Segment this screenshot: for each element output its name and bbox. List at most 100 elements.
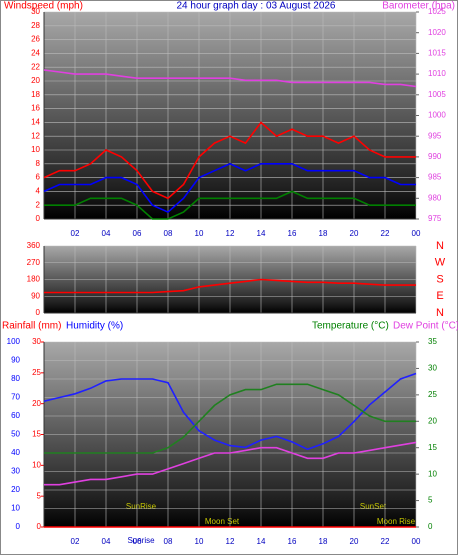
y2-tick-label: 975 [428, 214, 442, 223]
y-tick-label: 22 [31, 62, 40, 71]
series-line [44, 190, 416, 220]
y2-tick-label: 1025 [428, 7, 446, 16]
y-tick-label: 8 [36, 159, 41, 168]
y-tick-label: 4 [36, 187, 41, 196]
y-tick-label: 20 [31, 76, 40, 85]
y-tick-label: 360 [27, 241, 41, 250]
y-tick-label: 10 [31, 145, 40, 154]
annotation: Moon Rise [377, 517, 416, 526]
y-tick-label: 0 [36, 308, 41, 317]
direction-label: N [436, 240, 444, 252]
y2-tick-label: 990 [428, 152, 442, 161]
y-tick-label: 270 [27, 258, 41, 267]
y-tick-label: 40 [11, 448, 20, 457]
y-tick-label: 16 [31, 104, 40, 113]
y-tick-label: 70 [11, 393, 20, 402]
y2-tick-label: 20 [428, 416, 437, 425]
y-tick-label: 50 [11, 430, 20, 439]
series-line [43, 162, 416, 214]
y3-tick-label: 5 [37, 491, 42, 500]
y-tick-label: 28 [31, 21, 40, 30]
y3-tick-label: 30 [32, 337, 41, 346]
annotation: SunSet [360, 502, 387, 511]
x-annotation: Sunrise [127, 536, 155, 545]
y-tick-label: 100 [7, 337, 21, 346]
y-tick-label: 60 [11, 411, 20, 420]
y-tick-label: 30 [11, 467, 20, 476]
x-tick-label: 02 [71, 229, 80, 238]
axis-title: Windspeed (mph) [4, 1, 83, 12]
direction-label: E [436, 290, 443, 302]
y3-tick-label: 0 [37, 522, 42, 531]
axis-title: Humidity (%) [66, 321, 123, 332]
y2-tick-label: 30 [428, 364, 437, 373]
y-tick-label: 90 [31, 291, 40, 300]
annotation: Moon Set [205, 517, 240, 526]
y2-tick-label: 25 [428, 390, 437, 399]
y-tick-label: 26 [31, 35, 40, 44]
series-line [44, 278, 416, 294]
x-tick-label: 18 [319, 229, 328, 238]
y-tick-label: 10 [11, 504, 20, 513]
series-line [43, 372, 417, 451]
direction-label: S [436, 273, 443, 285]
axis-title: Barometer (hpa) [382, 1, 455, 12]
y2-tick-label: 1000 [428, 111, 446, 120]
y2-tick-label: 35 [428, 337, 437, 346]
x-tick-label: 16 [288, 229, 297, 238]
y2-tick-label: 1015 [428, 49, 446, 58]
chart-title: 24 hour graph day : 03 August 2026 [176, 1, 335, 12]
x-tick-label: 16 [288, 537, 297, 546]
y-tick-label: 12 [31, 131, 40, 140]
x-tick-label: 06 [133, 537, 142, 546]
x-tick-label: 14 [257, 537, 266, 546]
y-tick-label: 80 [11, 374, 20, 383]
x-tick-label: 20 [350, 229, 359, 238]
x-tick-label: 08 [164, 229, 173, 238]
y2-tick-label: 5 [428, 496, 433, 505]
x-tick-label: 04 [102, 537, 111, 546]
y-tick-label: 18 [31, 90, 40, 99]
y2-tick-label: 995 [428, 131, 442, 140]
y2-tick-label: 15 [428, 443, 437, 452]
y2-tick-label: 985 [428, 173, 442, 182]
y3-tick-label: 15 [32, 430, 41, 439]
series-line [43, 121, 416, 200]
x-tick-label: 12 [226, 537, 235, 546]
x-tick-label: 18 [319, 537, 328, 546]
y-tick-label: 24 [31, 49, 40, 58]
direction-label: W [435, 257, 446, 269]
y2-tick-label: 1020 [428, 28, 446, 37]
x-tick-label: 10 [195, 537, 204, 546]
x-tick-label: 22 [381, 537, 390, 546]
y2-tick-label: 980 [428, 193, 442, 202]
x-tick-label: 00 [412, 537, 421, 546]
x-tick-label: 06 [133, 229, 142, 238]
x-tick-label: 14 [257, 229, 266, 238]
y-tick-label: 0 [16, 522, 21, 531]
x-tick-label: 08 [164, 537, 173, 546]
x-tick-label: 12 [226, 229, 235, 238]
x-tick-label: 00 [412, 229, 421, 238]
y2-tick-label: 10 [428, 469, 437, 478]
annotation: SunRise [126, 502, 157, 511]
y-tick-label: 0 [36, 214, 41, 223]
y3-tick-label: 10 [32, 460, 41, 469]
series-line [44, 383, 416, 454]
series-line [43, 69, 417, 88]
axis-title: Rainfall (mm) [2, 321, 61, 332]
x-tick-label: 20 [350, 537, 359, 546]
series-line [44, 441, 417, 486]
x-tick-label: 10 [195, 229, 204, 238]
x-tick-label: 22 [381, 229, 390, 238]
y3-tick-label: 20 [32, 399, 41, 408]
y-tick-label: 6 [36, 173, 41, 182]
y-tick-label: 14 [31, 118, 40, 127]
y3-tick-label: 25 [32, 368, 41, 377]
y-tick-label: 180 [27, 275, 41, 284]
axis-title: Temperature (°C) [312, 321, 389, 332]
y-tick-label: 2 [36, 200, 41, 209]
y2-tick-label: 1005 [428, 90, 446, 99]
